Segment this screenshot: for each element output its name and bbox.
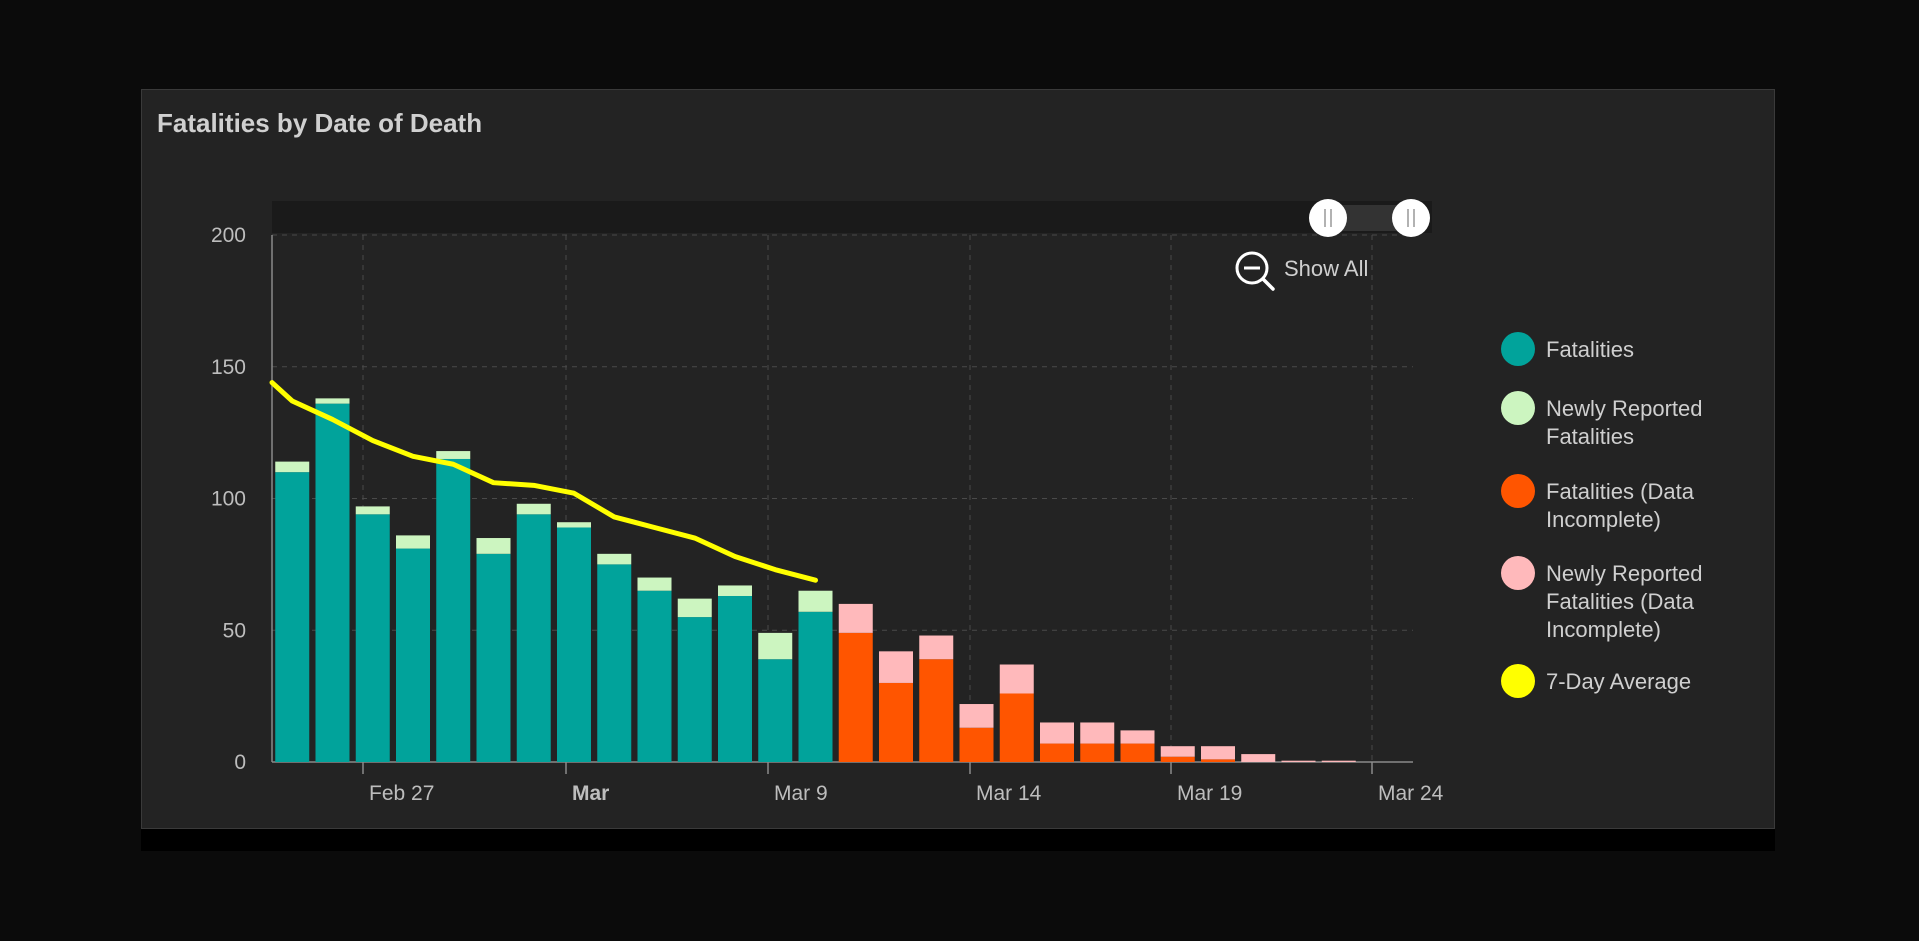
bar-fatalities-3[interactable] (355, 514, 390, 762)
bar-newly-reported-incomplete-24[interactable] (1201, 746, 1235, 760)
y-tick-label-150: 150 (211, 356, 246, 379)
bar-fatalities-7[interactable] (516, 514, 551, 762)
bar-fatalities-13[interactable] (758, 659, 793, 762)
bar-newly-reported-5[interactable] (436, 451, 471, 459)
bar-newly-reported-incomplete-17[interactable] (919, 635, 954, 660)
zoom-out-icon-handle (1261, 277, 1275, 291)
legend-swatch-newly-reported-fatalities[interactable] (1501, 391, 1535, 425)
bar-fatalities-12[interactable] (718, 595, 752, 762)
bar-fatalities-incomplete-17[interactable] (919, 659, 954, 762)
y-tick-label-100: 100 (211, 488, 246, 511)
bar-newly-reported-incomplete-26[interactable] (1281, 760, 1316, 762)
bar-newly-reported-0[interactable] (235, 472, 269, 483)
bar-fatalities-incomplete-21[interactable] (1080, 743, 1115, 762)
bar-fatalities-2[interactable] (315, 403, 350, 762)
bar-newly-reported-6[interactable] (476, 538, 511, 554)
bar-fatalities-8[interactable] (557, 527, 591, 762)
bar-newly-reported-10[interactable] (637, 577, 672, 591)
bar-newly-reported-incomplete-20[interactable] (1040, 722, 1074, 744)
bar-newly-reported-incomplete-27[interactable] (1321, 760, 1356, 762)
bar-fatalities-5[interactable] (436, 458, 471, 762)
bar-newly-reported-4[interactable] (396, 535, 430, 549)
bar-fatalities-incomplete-19[interactable] (999, 693, 1034, 762)
x-tick-label-mar: Mar (572, 782, 609, 805)
bar-newly-reported-9[interactable] (597, 553, 632, 565)
y-tick-label-50: 50 (223, 619, 246, 642)
bar-newly-reported-incomplete-19[interactable] (999, 664, 1034, 694)
legend-label-fatalities-data-incomplete[interactable]: Fatalities (Data Incomplete) (1546, 479, 1695, 532)
chart-title: Fatalities by Date of Death (157, 108, 483, 138)
panel-footer-strip (141, 829, 1775, 851)
bar-newly-reported-11[interactable] (677, 598, 712, 618)
x-tick-label-mar-9: Mar 9 (774, 782, 828, 805)
legend-swatch-7-day-average[interactable] (1501, 664, 1535, 698)
bar-newly-reported-7[interactable] (516, 503, 551, 515)
bar-newly-reported-13[interactable] (758, 632, 793, 660)
seven-day-average-line[interactable] (269, 380, 818, 583)
legend-swatch-newly-reported-fatalities-data-incomplete[interactable] (1501, 556, 1535, 590)
bar-newly-reported-8[interactable] (557, 522, 591, 528)
bar-newly-reported-incomplete-23[interactable] (1160, 746, 1195, 757)
bar-newly-reported-14[interactable] (798, 590, 833, 612)
bar-fatalities-incomplete-24[interactable] (1201, 759, 1235, 762)
legend-swatch-fatalities-data-incomplete[interactable] (1501, 474, 1535, 508)
show-all-button[interactable]: Show All (1284, 256, 1368, 281)
bar-fatalities-incomplete-15[interactable] (838, 632, 873, 762)
bar-fatalities-incomplete-23[interactable] (1160, 756, 1195, 762)
bar-fatalities-10[interactable] (637, 590, 672, 762)
bar-fatalities-6[interactable] (476, 553, 511, 762)
legend-label-7-day-average[interactable]: 7-Day Average (1546, 669, 1691, 694)
bar-newly-reported-12[interactable] (718, 585, 752, 596)
bar-fatalities-14[interactable] (798, 611, 833, 762)
zoom-scrollbar-thumb[interactable] (1327, 205, 1411, 231)
zoom-handle-right[interactable] (1392, 199, 1430, 237)
y-tick-label-200: 200 (211, 224, 246, 247)
zoom-scrollbar-track[interactable] (272, 201, 1432, 233)
bar-newly-reported-incomplete-16[interactable] (879, 651, 913, 683)
bar-fatalities-9[interactable] (597, 564, 632, 762)
x-tick-label-mar-24: Mar 24 (1378, 782, 1444, 805)
bar-fatalities-incomplete-18[interactable] (959, 727, 994, 762)
y-tick-label-0: 0 (234, 751, 246, 774)
zoom-handle-left[interactable] (1309, 199, 1347, 237)
bar-fatalities-incomplete-22[interactable] (1120, 743, 1155, 762)
bar-newly-reported-incomplete-21[interactable] (1080, 722, 1115, 744)
zoom-out-icon[interactable] (1235, 251, 1269, 285)
bars-group (235, 398, 1356, 762)
x-tick-label-mar-14: Mar 14 (976, 782, 1042, 805)
bar-fatalities-4[interactable] (396, 548, 430, 762)
bar-fatalities-incomplete-16[interactable] (879, 682, 913, 762)
legend-swatch-fatalities[interactable] (1501, 332, 1535, 366)
bar-fatalities-1[interactable] (275, 472, 310, 762)
bar-newly-reported-3[interactable] (355, 506, 390, 515)
bar-fatalities-11[interactable] (677, 617, 712, 762)
bar-fatalities-incomplete-20[interactable] (1040, 743, 1074, 762)
legend-label-fatalities[interactable]: Fatalities (1546, 337, 1634, 362)
bar-newly-reported-incomplete-18[interactable] (959, 704, 994, 728)
bar-newly-reported-2[interactable] (315, 398, 350, 404)
bar-newly-reported-incomplete-25[interactable] (1241, 754, 1276, 762)
bar-newly-reported-incomplete-15[interactable] (838, 603, 873, 633)
x-tick-label-feb-27: Feb 27 (369, 782, 434, 805)
bar-newly-reported-incomplete-22[interactable] (1120, 730, 1155, 744)
legend-label-newly-reported-fatalities[interactable]: Newly Reported Fatalities (1546, 396, 1703, 449)
x-tick-label-mar-19: Mar 19 (1177, 782, 1242, 805)
bar-newly-reported-1[interactable] (275, 461, 310, 473)
legend-label-newly-reported-fatalities-data-incomplete[interactable]: Newly Reported Fatalities (Data Incomplete… (1546, 561, 1703, 642)
